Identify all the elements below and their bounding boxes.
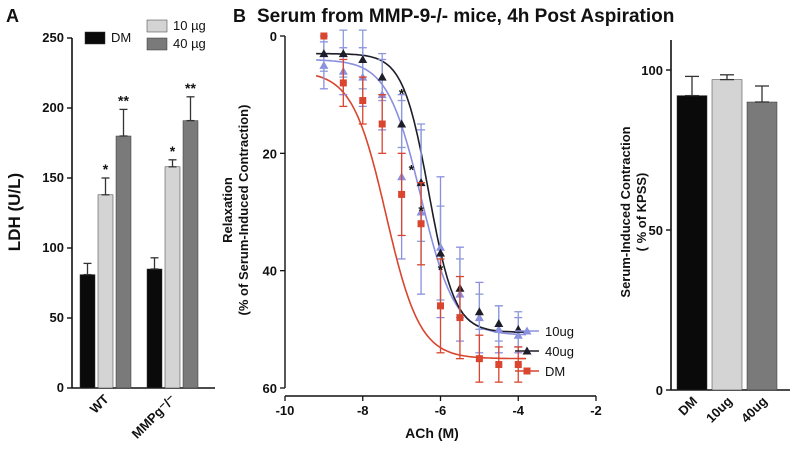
ldh-legend-label: 40 µg xyxy=(173,36,206,51)
ldh-bar xyxy=(164,166,181,389)
relax-point-dm xyxy=(417,220,425,228)
relax-point-40ug xyxy=(358,54,368,63)
relax-point-dm xyxy=(398,190,406,198)
relax-legend-label: DM xyxy=(545,364,565,379)
relax-legend-label: 40ug xyxy=(545,344,574,359)
ldh-bar-chart: LDH (U/L) 050100150200250***WT***MMPg⁻/⁻… xyxy=(5,18,215,441)
relax-legend-label: 10ug xyxy=(545,324,574,339)
relax-point-dm xyxy=(456,314,464,322)
contraction-x-tick-label: 40ug xyxy=(738,393,770,425)
relax-x-tick-label: -6 xyxy=(435,403,447,418)
relax-point-dm xyxy=(320,32,328,40)
relax-significance-mark: * xyxy=(438,261,444,277)
ldh-significance-mark: * xyxy=(170,143,176,159)
relax-point-40ug xyxy=(377,72,387,81)
relax-x-tick-label: -10 xyxy=(276,403,295,418)
relaxation-line-chart: Relaxation (% of Serum-Induced Contracti… xyxy=(220,29,602,441)
panel-b-letter: B xyxy=(233,6,246,26)
relax-point-40ug xyxy=(319,49,329,58)
relax-y-tick-label: 20 xyxy=(263,146,277,161)
ldh-legend-label: 10 µg xyxy=(173,18,206,33)
contraction-bar xyxy=(711,79,743,391)
relax-x-tick-label: -4 xyxy=(512,403,524,418)
ldh-bar xyxy=(146,268,163,389)
relax-point-40ug xyxy=(474,307,484,316)
relax-x-tick-label: -2 xyxy=(590,403,602,418)
relax-point-dm xyxy=(339,79,347,87)
ldh-significance-mark: * xyxy=(103,161,109,177)
ldh-legend-swatch xyxy=(146,19,168,33)
ldh-y-tick-label: 200 xyxy=(42,100,64,115)
relax-legend-marker xyxy=(522,346,532,355)
relax-legend-marker xyxy=(523,367,531,375)
relax-point-dm xyxy=(475,355,483,363)
relax-y-axis-label: Relaxation xyxy=(220,177,235,243)
relax-y-tick-label: 40 xyxy=(263,264,277,279)
ldh-y-tick-label: 150 xyxy=(42,170,64,185)
relax-point-dm xyxy=(359,97,367,105)
contraction-y-axis-label: Serum-Induced Contraction xyxy=(618,126,633,297)
relax-point-dm xyxy=(495,361,503,369)
relax-significance-mark: * xyxy=(399,85,405,101)
ldh-y-axis-label: LDH (U/L) xyxy=(5,173,24,251)
relax-significance-mark: * xyxy=(409,162,415,178)
relax-point-40ug xyxy=(397,119,407,128)
contraction-x-tick-label: 10ug xyxy=(703,393,735,425)
relax-point-40ug xyxy=(494,318,504,327)
relax-point-dm xyxy=(378,120,386,128)
relax-legend-marker xyxy=(522,326,532,335)
relax-significance-mark: * xyxy=(418,203,424,219)
ldh-significance-mark: ** xyxy=(118,92,129,108)
ldh-legend-swatch xyxy=(146,37,168,51)
ldh-y-tick-label: 0 xyxy=(57,380,64,395)
relax-x-axis-label: ACh (M) xyxy=(405,425,459,441)
relax-y-tick-label: 0 xyxy=(270,29,277,44)
ldh-bar xyxy=(97,194,114,389)
contraction-y-tick-label: 100 xyxy=(641,63,663,78)
ldh-y-tick-label: 100 xyxy=(42,240,64,255)
contraction-bar-chart: Serum-Induced Contraction ( % of KPSS) 0… xyxy=(618,40,790,426)
panel-a-letter: A xyxy=(6,6,19,26)
relax-point-dm xyxy=(514,361,522,369)
chart-b-title: Serum from MMP-9-/- mice, 4h Post Aspira… xyxy=(257,6,674,27)
contraction-x-tick-label: DM xyxy=(675,394,700,419)
relax-point-40ug xyxy=(436,248,445,257)
ldh-legend-swatch xyxy=(84,31,106,45)
ldh-x-tick-label: WT xyxy=(87,391,112,416)
relax-x-tick-label: -8 xyxy=(357,403,369,418)
relax-y-axis-label-2: (% of Serum-Induced Contraction) xyxy=(236,105,251,316)
relax-point-40ug xyxy=(338,49,348,58)
relax-fit-curve-dm xyxy=(315,74,526,360)
contraction-bar xyxy=(676,95,708,391)
ldh-x-tick-label: MMPg⁻/⁻ xyxy=(129,391,179,441)
ldh-y-tick-label: 50 xyxy=(50,310,64,325)
ldh-bar xyxy=(115,135,132,389)
ldh-significance-mark: ** xyxy=(185,80,196,96)
contraction-bar xyxy=(746,101,778,391)
contraction-y-tick-label: 50 xyxy=(649,223,663,238)
ldh-y-tick-label: 250 xyxy=(42,30,64,45)
ldh-legend-label: DM xyxy=(111,30,131,45)
contraction-y-tick-label: 0 xyxy=(656,383,663,398)
ldh-bar xyxy=(182,120,199,389)
relax-point-dm xyxy=(437,302,444,310)
contraction-y-axis-label-2: ( % of KPSS) xyxy=(634,173,649,252)
ldh-bar xyxy=(79,274,96,389)
relax-y-tick-label: 60 xyxy=(263,381,277,396)
